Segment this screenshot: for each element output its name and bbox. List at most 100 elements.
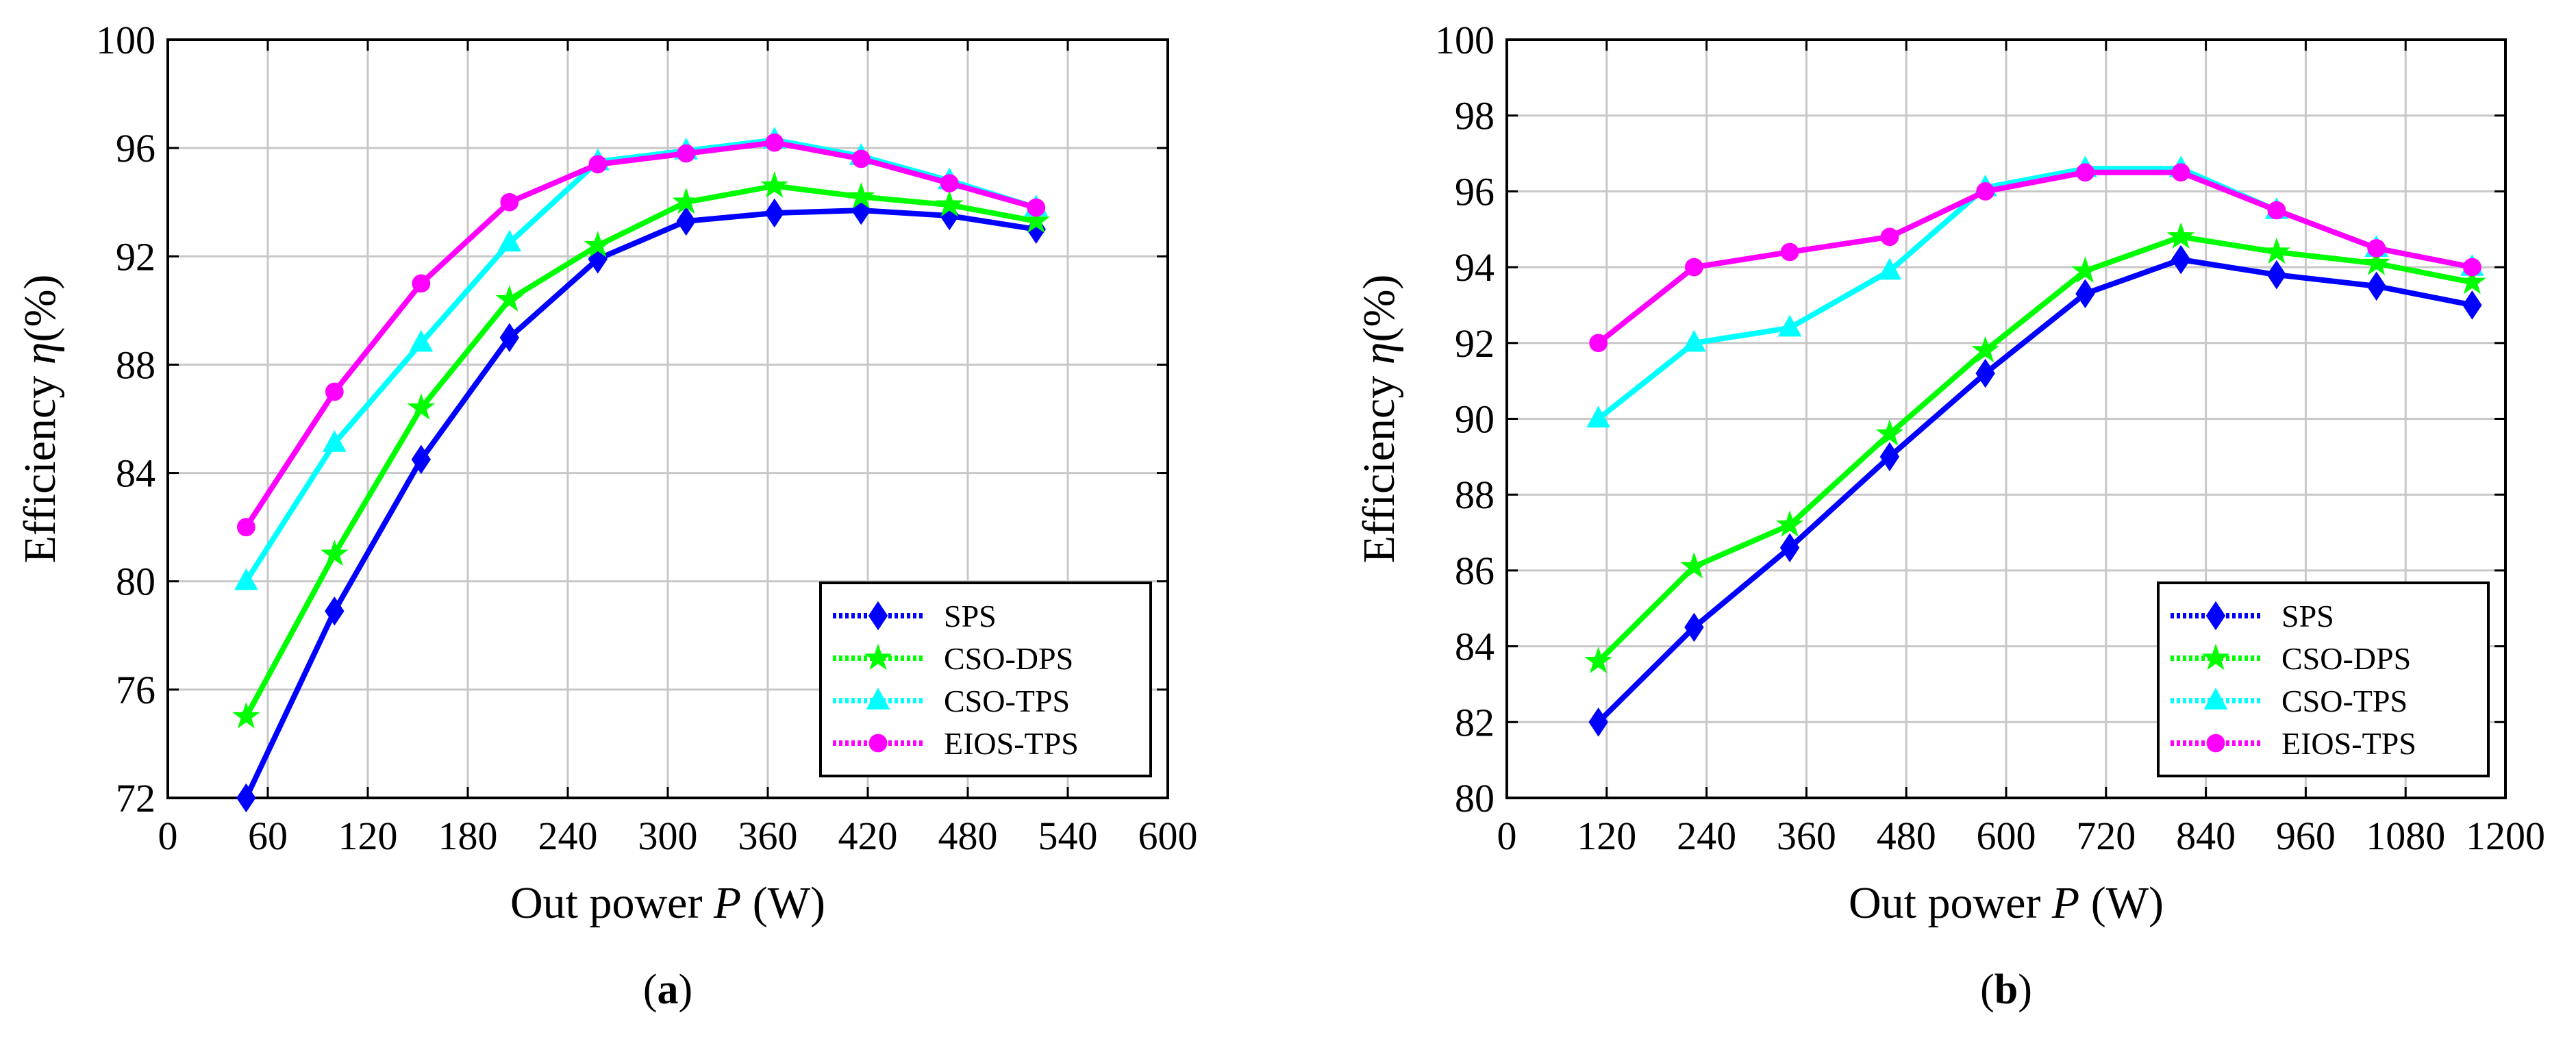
chart-a: 0 60 120 180 240 300 360 420 480 540 600 72 76 80 84 88… [15, 18, 1198, 1013]
legend-label: CSO-DPS [2281, 641, 2411, 676]
y-tick-label: 92 [1455, 321, 1495, 366]
series-line [1597, 166, 2473, 421]
y-tick-label: 76 [116, 668, 155, 712]
data-point [672, 187, 701, 214]
x-tick-label: 360 [1777, 814, 1836, 858]
x-tick-label: 240 [538, 814, 598, 858]
x-tick-label: 60 [248, 814, 288, 858]
legend-marker [2201, 643, 2230, 671]
data-point [1780, 242, 1799, 262]
x-tick-label: 120 [1577, 814, 1636, 858]
legend-label: EIOS-TPS [2281, 726, 2416, 761]
x-tick-label: 120 [338, 814, 398, 858]
data-point [1685, 258, 1703, 277]
data-point [1584, 647, 1612, 674]
legend-label: SPS [2281, 599, 2334, 634]
legend-label: CSO-TPS [2281, 684, 2408, 718]
x-tick-label: 840 [2176, 814, 2236, 858]
y-tick-label: 84 [1455, 625, 1495, 669]
data-point [1589, 334, 1608, 353]
legend: SPS CSO-DPS CSO-TPS EIOS-TPS [819, 581, 1152, 777]
data-point [2171, 245, 2191, 275]
legend-marker [864, 643, 892, 671]
data-point [2171, 163, 2190, 182]
y-tick-label: 90 [1455, 397, 1495, 442]
series-line [244, 137, 1037, 583]
series-cso-dps [1584, 222, 2486, 674]
x-tick-label: 420 [838, 814, 898, 858]
data-point [1779, 533, 1800, 562]
data-point [2362, 249, 2390, 275]
data-point [1879, 442, 1900, 472]
data-point [237, 518, 255, 536]
y-axis-label: Efficiency η(%) [1354, 275, 1404, 564]
data-point [407, 393, 436, 420]
series-line [1596, 257, 2473, 725]
data-point [412, 274, 431, 293]
series-eios-tps [1589, 163, 2481, 353]
y-tick-label: 82 [1455, 700, 1495, 744]
x-tick-label: 600 [1138, 814, 1198, 858]
x-tick-label: 240 [1677, 814, 1736, 858]
data-point [940, 174, 959, 192]
data-point [2075, 279, 2095, 309]
y-tick-label: 100 [1435, 18, 1495, 62]
y-tick-label: 88 [116, 342, 155, 387]
data-point [1976, 182, 1994, 201]
data-point [1588, 707, 1608, 737]
x-tick-label: 480 [938, 814, 998, 858]
y-tick-label: 72 [116, 776, 155, 821]
series-line [1597, 169, 2473, 345]
data-point [1586, 405, 1610, 428]
x-tick-label: 1200 [2466, 814, 2545, 858]
x-tick-label: 360 [738, 814, 798, 858]
data-point [325, 596, 345, 626]
y-tick-label: 80 [116, 560, 155, 604]
data-point [500, 192, 519, 212]
y-tick-label: 84 [116, 451, 155, 496]
legend-marker [2203, 688, 2228, 710]
data-point [325, 382, 344, 401]
legend: SPS CSO-DPS CSO-TPS EIOS-TPS [2157, 581, 2490, 777]
legend-label: CSO-TPS [944, 684, 1070, 718]
data-point [236, 783, 256, 813]
data-point [409, 329, 434, 352]
x-tick-label: 300 [638, 814, 698, 858]
data-point [2266, 260, 2287, 290]
data-point [935, 190, 964, 217]
x-tick-label: 1080 [2366, 814, 2445, 858]
data-point [2262, 237, 2291, 264]
data-point [588, 155, 608, 174]
data-point [2076, 163, 2094, 182]
legend-marker [868, 601, 888, 631]
data-point [411, 445, 432, 475]
x-axis-label: Out power P (W) [1849, 878, 2164, 928]
y-tick-label: 92 [116, 234, 155, 279]
x-tick-label: 960 [2276, 814, 2336, 858]
caption: (b) [1980, 966, 2032, 1013]
data-point [2463, 258, 2481, 277]
legend-marker [866, 688, 890, 710]
series-eios-tps [237, 133, 1046, 536]
y-tick-label: 96 [116, 126, 155, 171]
data-point [1777, 314, 1802, 337]
y-tick-label: 88 [1455, 473, 1495, 517]
data-point [1680, 552, 1708, 579]
data-point [232, 702, 260, 729]
data-point [2458, 267, 2486, 295]
data-point [321, 539, 349, 566]
x-tick-label: 540 [1038, 814, 1098, 858]
y-axis-label: Efficiency η(%) [15, 275, 65, 564]
data-point [1971, 336, 1999, 363]
data-point [1775, 510, 1804, 537]
y-tick-label: 80 [1455, 776, 1495, 821]
data-point [1684, 612, 1704, 642]
data-point [1022, 206, 1051, 234]
data-point [847, 181, 875, 209]
data-point [2367, 239, 2386, 258]
data-point [497, 229, 522, 252]
legend-label: CSO-DPS [944, 641, 1073, 676]
data-point [323, 430, 347, 452]
